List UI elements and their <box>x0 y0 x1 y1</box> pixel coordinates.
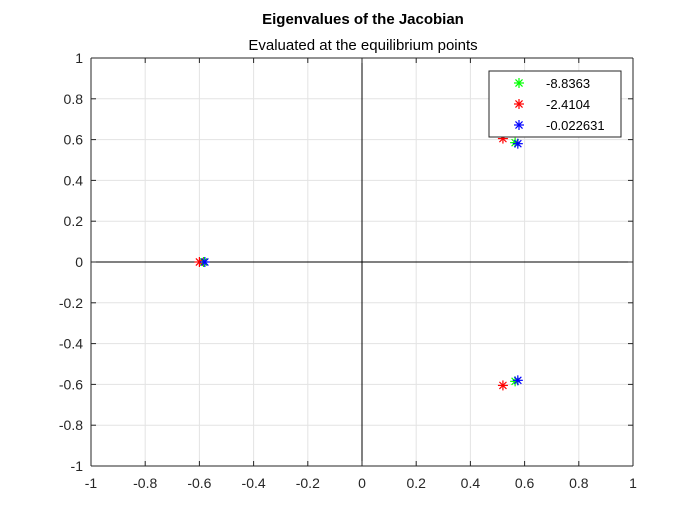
x-tick-label: 0.4 <box>461 475 481 491</box>
y-tick-label: 0.4 <box>64 172 84 188</box>
legend-label: -2.4104 <box>546 97 590 112</box>
x-tick-label: -0.8 <box>133 475 157 491</box>
y-tick-label: 0 <box>75 254 83 270</box>
x-tick-label: -0.2 <box>296 475 320 491</box>
y-tick-label: -0.8 <box>59 417 83 433</box>
chart-title: Eigenvalues of the Jacobian <box>262 11 464 28</box>
legend: -8.8363 -2.4104 -0.022631 <box>488 70 622 138</box>
x-tick-label: 0.6 <box>515 475 535 491</box>
legend-marker <box>514 99 524 109</box>
legend-label: -8.8363 <box>546 76 590 91</box>
y-tick-label: -0.6 <box>59 376 83 392</box>
x-tick-label: -1 <box>85 475 98 491</box>
y-tick-label: -1 <box>71 458 84 474</box>
legend-label: -0.022631 <box>546 118 605 133</box>
y-tick-label: 0.6 <box>64 132 84 148</box>
legend-box <box>488 70 622 138</box>
y-tick-label: 1 <box>75 50 83 66</box>
y-tick-label: 0.8 <box>64 91 84 107</box>
x-tick-label: -0.4 <box>242 475 266 491</box>
legend-marker <box>514 120 524 130</box>
x-tick-label: 0.8 <box>569 475 589 491</box>
legend-marker <box>514 78 524 88</box>
y-tick-label: -0.4 <box>59 336 83 352</box>
x-tick-label: 1 <box>629 475 637 491</box>
data-point-series-2 <box>497 380 508 391</box>
x-tick-label: 0 <box>358 475 366 491</box>
chart-subtitle: Evaluated at the equilibrium points <box>248 37 477 54</box>
data-point-series-3 <box>512 138 523 149</box>
x-tick-label: -0.6 <box>187 475 211 491</box>
data-point-series-3 <box>512 375 523 386</box>
x-tick-label: 0.2 <box>406 475 426 491</box>
y-tick-label: 0.2 <box>64 213 84 229</box>
data-point-series-3 <box>199 257 210 267</box>
y-tick-label: -0.2 <box>59 295 83 311</box>
plot-area: -1 -0.8 -0.6 -0.4 -0.2 0 0.2 0.4 0.6 0.8 1 -1 -0.8 -0… <box>59 50 637 491</box>
